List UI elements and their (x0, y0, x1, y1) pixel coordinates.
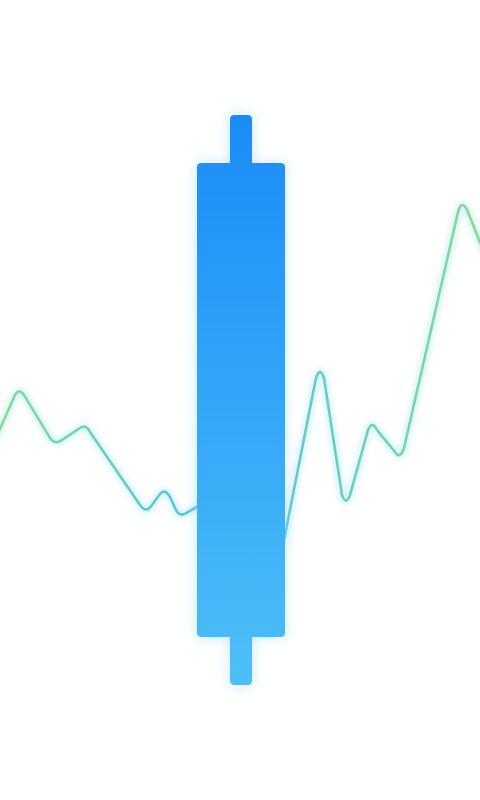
candlestick (197, 115, 285, 685)
price-line (0, 203, 480, 542)
candle-lower-wick (230, 625, 252, 685)
candle-upper-wick (230, 115, 252, 175)
candle-body (197, 163, 285, 637)
